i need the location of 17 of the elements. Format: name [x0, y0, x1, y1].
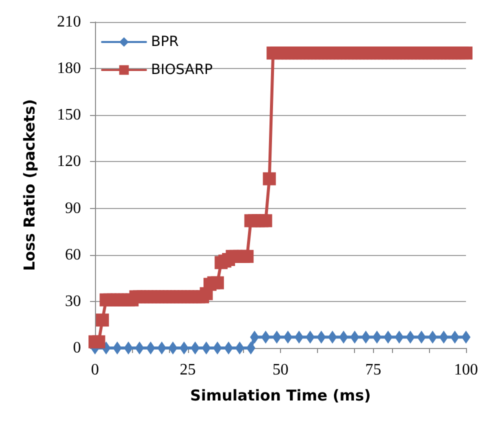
- x-tick-label: 50: [272, 362, 288, 378]
- x-tick-label: 25: [180, 362, 196, 378]
- y-tick-label: 150: [57, 106, 81, 124]
- y-tick-label: 60: [65, 246, 81, 264]
- y-axis-title: Loss Ratio (packets): [20, 99, 38, 271]
- y-tick-label: 30: [65, 292, 81, 310]
- y-tick-label: 180: [57, 60, 81, 78]
- x-tick-label: 100: [454, 362, 478, 378]
- y-tick-label: 120: [57, 153, 81, 170]
- y-tick-label: 0: [73, 340, 81, 356]
- y-tick-label: 210: [57, 14, 81, 30]
- legend-label: BIOSARP: [151, 62, 213, 78]
- x-tick-label: 0: [91, 362, 99, 378]
- x-tick-label: 75: [365, 362, 382, 378]
- legend-label: BPR: [151, 34, 180, 50]
- y-tick-label: 90: [65, 200, 81, 217]
- x-axis-title: Simulation Time (ms): [190, 386, 371, 404]
